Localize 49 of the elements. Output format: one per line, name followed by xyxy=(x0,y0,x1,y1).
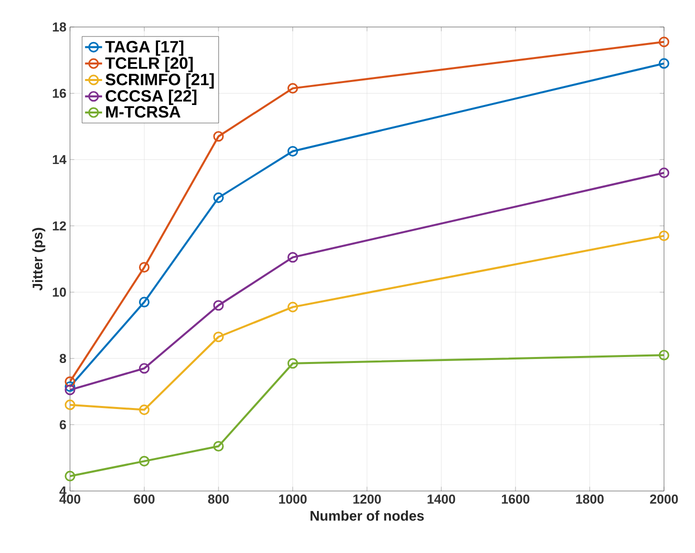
legend-label: M-TCRSA xyxy=(106,106,180,118)
point xyxy=(658,230,670,242)
point xyxy=(138,456,150,466)
legend-label: TAGA [17] xyxy=(105,40,184,56)
x-tick-label: 1000 xyxy=(279,494,307,504)
y-tick-label: 6 xyxy=(60,420,66,430)
x-tick-label: 1800 xyxy=(576,494,604,504)
point xyxy=(213,192,224,203)
x-tick-label: 2000 xyxy=(650,494,678,504)
y-tick-label: 10 xyxy=(52,288,66,297)
legend-label: SCRIMFO [21] xyxy=(106,73,214,89)
point xyxy=(287,83,298,94)
point xyxy=(213,332,224,342)
legend-label: TCELR [20] xyxy=(105,56,193,72)
point xyxy=(64,400,76,410)
y-tick-label: 14 xyxy=(52,155,66,164)
point xyxy=(138,296,150,308)
x-tick-label: 400 xyxy=(59,494,80,504)
point xyxy=(658,350,670,360)
x-axis-title: Number of nodes xyxy=(310,510,424,521)
point xyxy=(64,384,76,396)
x-tick-label: 600 xyxy=(134,494,155,504)
point xyxy=(658,168,670,178)
point xyxy=(138,262,150,273)
point xyxy=(64,381,76,392)
point xyxy=(64,470,76,482)
x-tick-label: 1600 xyxy=(502,494,530,504)
point xyxy=(138,404,150,416)
legend-label: CCCSA [22] xyxy=(106,90,196,105)
y-tick-label: 12 xyxy=(52,221,66,230)
point xyxy=(138,363,150,374)
point xyxy=(213,131,224,142)
point xyxy=(213,300,224,311)
y-tick-label: 4 xyxy=(59,486,66,496)
x-tick-label: 1200 xyxy=(353,494,381,504)
point xyxy=(287,146,298,157)
point xyxy=(658,36,670,48)
y-axis-title: Jitter (ps) xyxy=(32,228,46,291)
point xyxy=(658,58,670,69)
point xyxy=(287,302,298,312)
point xyxy=(287,252,298,263)
y-tick-label: 18 xyxy=(52,22,66,32)
y-tick-label: 8 xyxy=(60,354,66,364)
point xyxy=(64,376,76,387)
point xyxy=(213,440,224,452)
x-tick-label: 800 xyxy=(208,494,229,504)
x-tick-label: 1400 xyxy=(428,494,456,504)
y-tick-label: 16 xyxy=(52,88,66,98)
point xyxy=(287,358,298,369)
